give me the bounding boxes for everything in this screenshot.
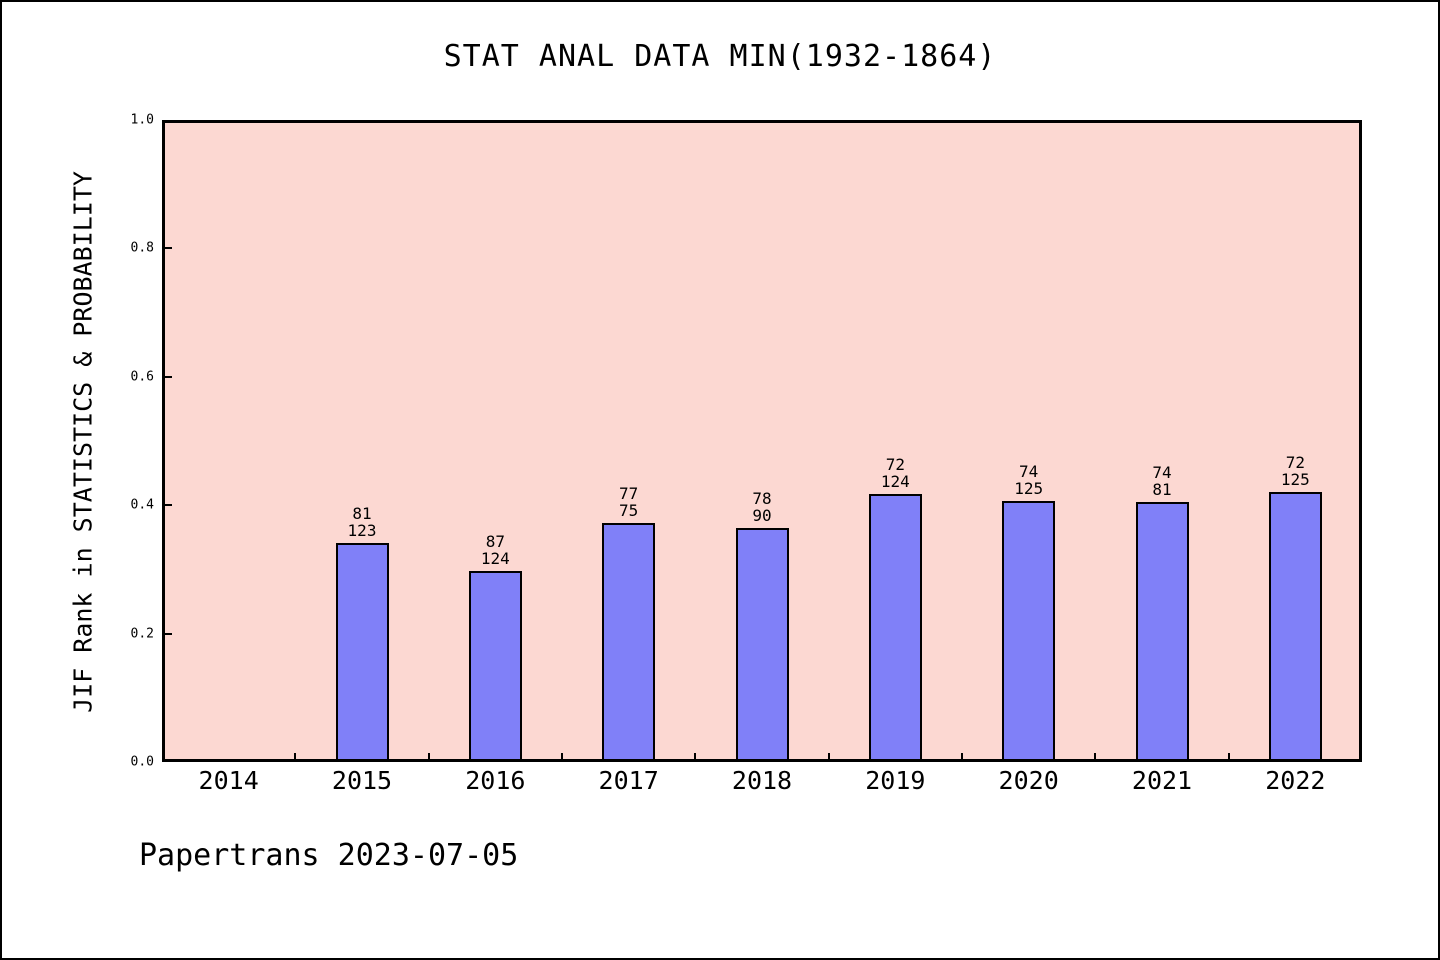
y-tick-mark [162, 375, 172, 378]
bar [335, 543, 389, 762]
x-tick-mark [427, 753, 430, 762]
bar-value-label: 72 125 [1280, 452, 1310, 489]
y-tick-mark [162, 247, 172, 250]
y-tick-mark [162, 504, 172, 507]
x-tick-mark [1094, 753, 1097, 762]
x-category-label: 2017 [598, 766, 659, 795]
x-category-label: 2021 [1131, 766, 1193, 795]
bar [1268, 491, 1322, 762]
x-tick-mark [827, 753, 830, 762]
bar [735, 527, 789, 762]
y-tick-label: 1.0 [130, 112, 154, 128]
x-tick-mark [294, 753, 297, 762]
y-tick-label: 0.4 [130, 497, 154, 513]
y-tick-label: 0.2 [130, 626, 154, 642]
chart-title: STAT ANAL DATA MIN(1932-1864) [443, 39, 997, 74]
bar [602, 523, 656, 762]
bar-value-label: 78 90 [752, 488, 772, 525]
bar-value-label: 77 75 [619, 484, 639, 521]
bar [468, 570, 522, 762]
x-category-label: 2015 [331, 766, 393, 795]
y-tick-mark [162, 632, 172, 635]
plot-area: 81 123 87 124 77 75 78 90 72 124 74 125 74 81 72 125 [162, 120, 1362, 762]
bar [1135, 502, 1189, 762]
y-tick-label: 0.6 [130, 369, 154, 385]
watermark-text: Papertrans 2023-07-05 [139, 838, 519, 873]
bar-value-label: 81 123 [347, 504, 377, 541]
x-tick-mark [1227, 753, 1230, 762]
x-tick-mark [961, 753, 963, 762]
x-category-label: 2019 [865, 766, 926, 795]
x-tick-mark [561, 753, 563, 762]
x-category-label: 2014 [198, 766, 259, 795]
y-tick-label: 0.8 [130, 240, 154, 256]
bar-value-label: 74 125 [1014, 462, 1044, 499]
bar-value-label: 74 81 [1152, 463, 1172, 499]
x-tick-mark [694, 753, 697, 762]
x-category-label: 2016 [465, 766, 526, 795]
y-tick-label: 0.0 [130, 754, 154, 770]
x-category-label: 2022 [1265, 766, 1326, 795]
bar-value-label: 72 124 [880, 454, 910, 491]
bar [1002, 501, 1056, 762]
x-category-label: 2020 [998, 766, 1059, 795]
bar-value-label: 87 124 [480, 531, 510, 568]
bar [868, 493, 922, 762]
x-category-label: 2018 [731, 766, 793, 795]
